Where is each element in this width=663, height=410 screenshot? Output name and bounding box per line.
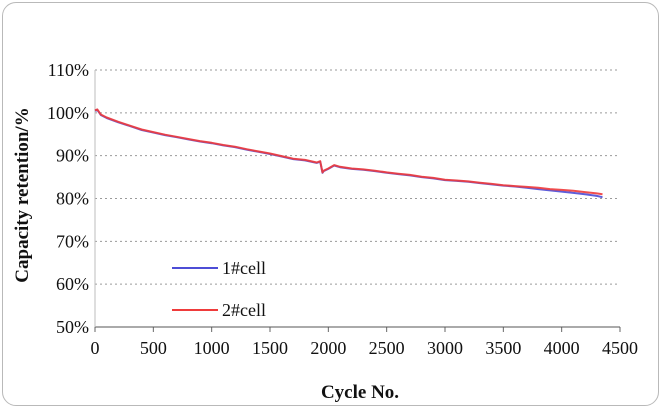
- x-tick-label: 4000: [544, 338, 580, 358]
- x-tick-label: 1500: [252, 338, 288, 358]
- legend-label: 1#cell: [222, 258, 266, 278]
- series-lines: [94, 108, 603, 199]
- x-tick-label: 3000: [427, 338, 463, 358]
- x-axis-title: Cycle No.: [321, 382, 399, 403]
- y-tick-label: 60%: [56, 274, 89, 294]
- x-tick-label: 1000: [194, 338, 230, 358]
- series-line-1#cell: [94, 108, 603, 199]
- x-tick-labels: 0 500 1000 1500 2000 2500 3000 3500 4000 4500: [91, 338, 639, 358]
- gridlines: [95, 69, 620, 285]
- legend-label: 2#cell: [222, 300, 266, 320]
- x-tick-label: 2500: [369, 338, 405, 358]
- y-tick-label: 90%: [56, 146, 89, 166]
- y-axis-title: Capacity retention/%: [12, 107, 33, 282]
- x-tick-label: 500: [140, 338, 167, 358]
- x-tick-label: 2000: [310, 338, 346, 358]
- y-tick-label: 80%: [56, 189, 89, 209]
- y-tick-label: 70%: [56, 231, 89, 251]
- x-tick-label: 3500: [485, 338, 521, 358]
- y-tick-label: 50%: [56, 317, 89, 337]
- series-line-2#cell: [94, 108, 603, 196]
- axes: [94, 70, 621, 332]
- x-tick-label: 0: [91, 338, 100, 358]
- legend: 1#cell 2#cell: [172, 258, 266, 320]
- y-tick-label: 110%: [48, 60, 89, 80]
- y-tick-label: 100%: [47, 103, 89, 123]
- chart-frame: [2, 2, 659, 406]
- x-tick-label: 4500: [602, 338, 638, 358]
- y-tick-labels: 50% 60% 70% 80% 90% 100% 110%: [47, 60, 89, 337]
